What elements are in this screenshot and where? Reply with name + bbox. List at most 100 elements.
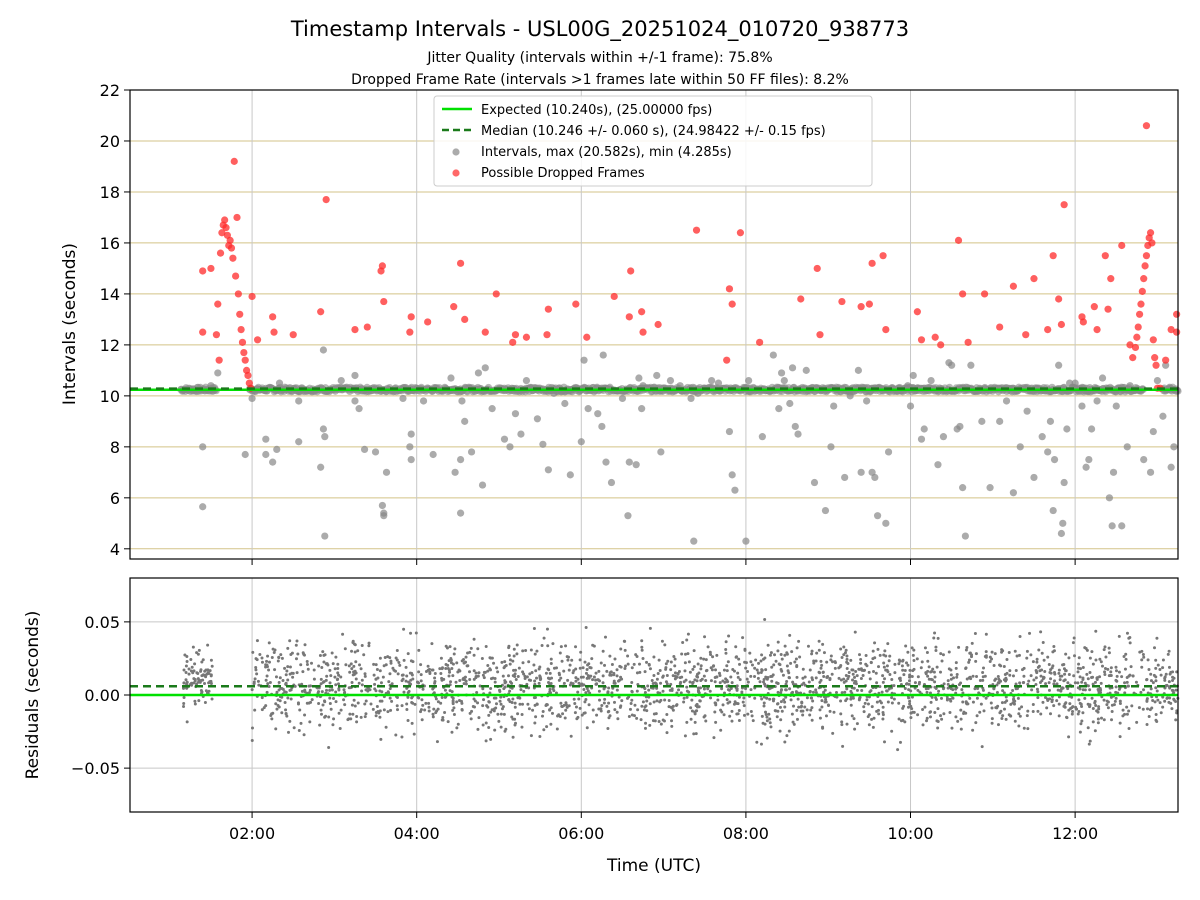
residual-point (530, 670, 534, 674)
residual-point (651, 686, 655, 690)
residual-point (1025, 656, 1029, 660)
interval-point (1146, 468, 1155, 476)
residual-point (795, 675, 799, 679)
residual-point (489, 687, 493, 691)
residual-point (317, 664, 321, 668)
residuals-y-tick-label: −0.05 (71, 759, 120, 778)
dropped-frame-point (931, 333, 939, 341)
residual-point (608, 671, 612, 675)
residual-point (472, 697, 476, 701)
residual-point (1163, 699, 1167, 703)
residual-point (396, 672, 400, 676)
residual-point (925, 716, 929, 720)
residual-point (1050, 700, 1054, 704)
residual-point (810, 706, 814, 710)
interval-point (1057, 529, 1066, 538)
residual-point (551, 642, 555, 646)
residual-point (1167, 665, 1171, 669)
residual-point (920, 660, 924, 664)
residual-point (182, 704, 186, 708)
residual-point (916, 713, 920, 717)
residual-point (369, 702, 373, 706)
residual-point (899, 678, 903, 682)
residual-point (1049, 668, 1053, 672)
residual-point (957, 645, 961, 649)
dropped-frame-point (378, 262, 386, 270)
residual-point (328, 681, 332, 685)
residual-point (253, 708, 257, 712)
residual-point (1118, 735, 1122, 739)
residual-point (283, 700, 287, 704)
residuals-panel: −0.050.000.05 02:00 04:00 06:00 08:00 10:00 1… (23, 577, 1180, 876)
interval-point (474, 369, 483, 377)
residual-point (342, 688, 346, 692)
dropped-frame-point (954, 236, 963, 244)
residual-point (711, 655, 715, 659)
residual-point (780, 657, 784, 661)
residual-point (204, 689, 208, 693)
residual-point (646, 684, 650, 688)
residual-point (686, 652, 690, 656)
residual-point (209, 674, 213, 678)
residual-point (761, 680, 765, 684)
residual-point (201, 658, 205, 662)
dropped-frame-point (1044, 325, 1052, 334)
residual-point (529, 734, 533, 738)
residual-point (1088, 705, 1092, 709)
interval-point (909, 371, 917, 380)
interval-point (978, 417, 986, 425)
residual-point (704, 678, 708, 682)
residual-point (430, 668, 434, 672)
residual-point (844, 673, 848, 677)
residual-point (488, 656, 492, 660)
residual-point (532, 696, 536, 700)
residual-point (523, 677, 527, 681)
residual-point (375, 705, 379, 709)
residual-point (1081, 711, 1085, 715)
residual-point (671, 674, 675, 678)
residual-point (765, 736, 769, 740)
residual-point (744, 687, 748, 691)
residual-point (789, 698, 793, 702)
interval-point (917, 435, 926, 443)
residual-point (912, 648, 916, 652)
residual-point (559, 676, 563, 680)
residual-point (613, 657, 617, 661)
residual-point (295, 671, 299, 675)
residual-point (519, 688, 523, 692)
residual-point (1079, 702, 1083, 706)
residual-point (1071, 641, 1075, 645)
residual-point (939, 652, 943, 656)
residual-point (1070, 712, 1074, 716)
residual-point (875, 709, 879, 713)
residual-point (790, 712, 794, 716)
residual-point (1012, 702, 1016, 706)
residual-point (433, 671, 437, 675)
residual-point (826, 675, 830, 679)
residual-point (601, 674, 605, 678)
residual-point (1106, 667, 1110, 671)
residual-point (817, 639, 821, 643)
legend: Expected (10.240s), (25.00000 fps) Media… (433, 95, 873, 187)
residual-point (667, 705, 671, 709)
residual-point (690, 709, 694, 713)
residual-point (1145, 722, 1149, 726)
residual-point (1127, 709, 1131, 713)
residual-point (686, 632, 690, 636)
residual-point (776, 681, 780, 685)
residual-point (946, 679, 950, 683)
residual-point (400, 704, 404, 708)
interval-point (884, 448, 893, 456)
residual-point (885, 689, 889, 693)
residual-point (184, 664, 188, 668)
residual-point (357, 681, 361, 685)
residual-point (696, 662, 700, 666)
residual-point (738, 678, 742, 682)
residual-point (378, 689, 382, 693)
residual-point (1098, 657, 1102, 661)
residual-point (438, 667, 442, 671)
residual-point (295, 639, 299, 643)
residual-point (581, 675, 585, 679)
residual-point (762, 704, 766, 708)
residual-point (683, 661, 687, 665)
